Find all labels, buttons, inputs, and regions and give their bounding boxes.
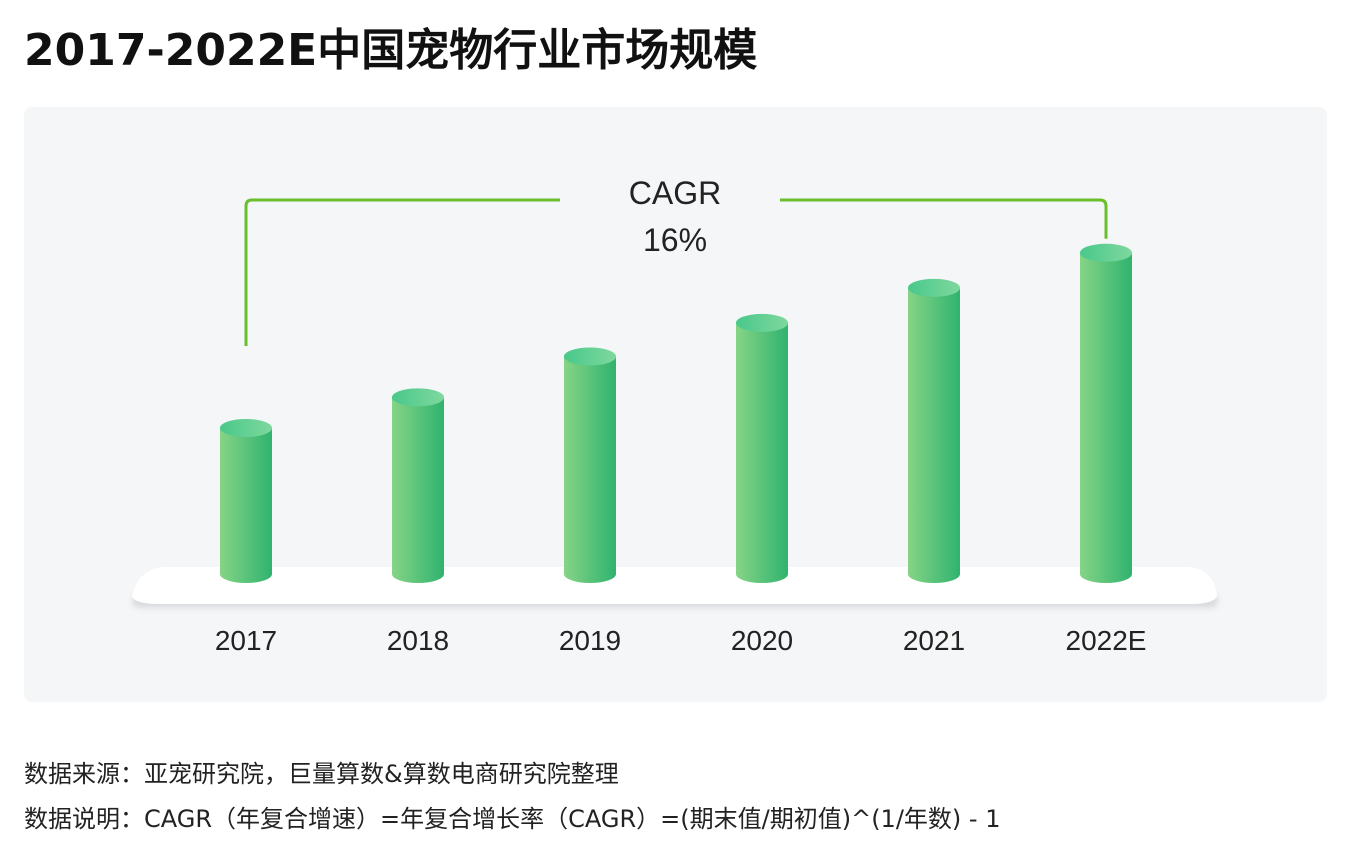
x-tick-label: 2018: [387, 625, 449, 656]
data-source-note: 数据来源：亚宠研究院，巨量算数&算数电商研究院整理: [24, 760, 619, 788]
bar-2018: [392, 388, 444, 583]
cagr-value: 16%: [643, 222, 707, 258]
bar-2017: [220, 419, 272, 583]
bar-2020: [736, 313, 788, 583]
bar-2021: [908, 278, 960, 583]
x-tick-label: 2021: [903, 625, 965, 656]
bar-2022E: [1080, 243, 1132, 584]
chart-notes: 数据来源：亚宠研究院，巨量算数&算数电商研究院整理 数据说明：CAGR（年复合增…: [24, 752, 1000, 842]
chart-title: 2017-2022E中国宠物行业市场规模: [24, 25, 758, 76]
x-tick-label: 2017: [215, 625, 277, 656]
x-tick-label: 2020: [731, 625, 793, 656]
data-explanation-note: 数据说明：CAGR（年复合增速）=年复合增长率（CAGR）=(期末值/期初值)^…: [24, 805, 1001, 833]
bar-2019: [564, 347, 616, 583]
x-tick-label: 2019: [559, 625, 621, 656]
cagr-label: CAGR: [629, 175, 721, 211]
x-tick-label: 2022E: [1066, 625, 1147, 656]
cagr-bracket: [244, 198, 1108, 346]
chart-platform: [132, 567, 1218, 608]
